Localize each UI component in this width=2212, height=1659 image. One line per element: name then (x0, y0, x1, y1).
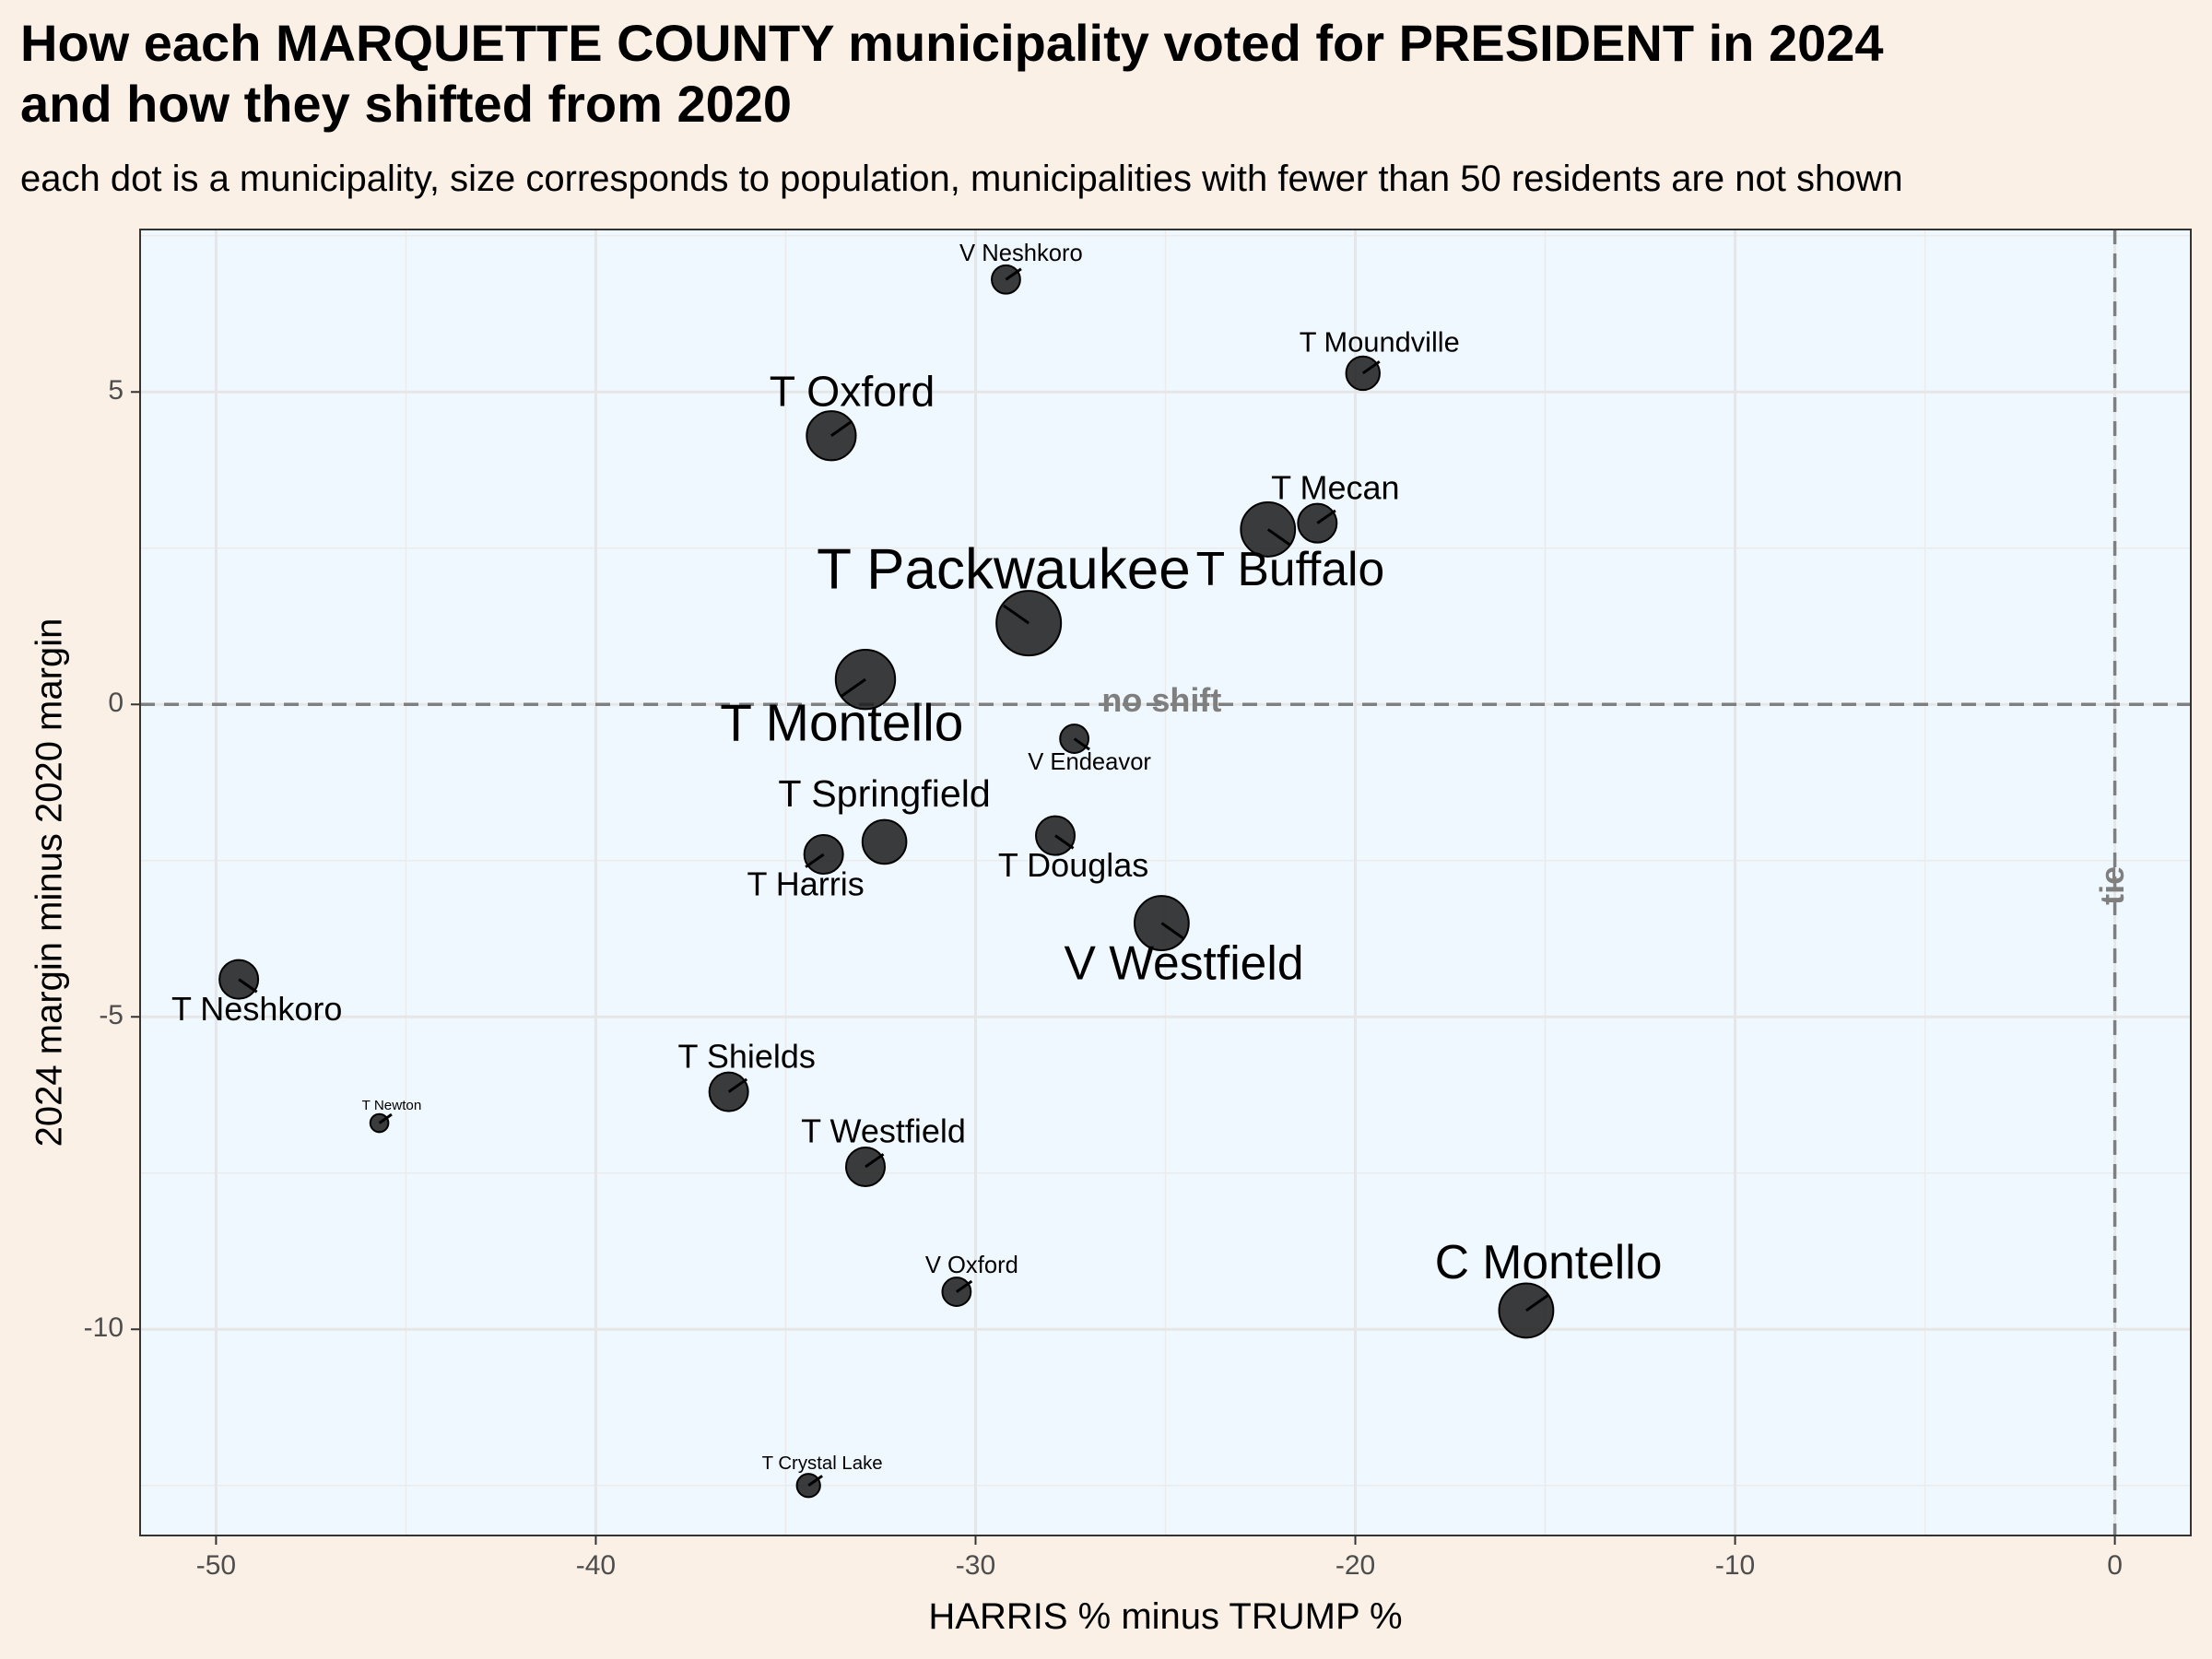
point-label: V Oxford (925, 1253, 1018, 1278)
label-leader-line (1525, 1293, 1549, 1312)
label-leader-line (1005, 267, 1022, 281)
reference-lines: no shift tie (140, 229, 2191, 1535)
plot-border (139, 229, 2192, 1536)
label-leader-line (1266, 528, 1291, 547)
point-label: T Douglas (998, 846, 1148, 884)
label-leader-line (956, 1279, 973, 1293)
point-label: T Neshkoro (171, 990, 342, 1028)
point-label: T Packwaukee (817, 537, 1191, 601)
chart-title-line-1: How each MARQUETTE COUNTY municipality v… (20, 14, 1884, 72)
point-label: V Westfield (1065, 935, 1304, 989)
y-tick-label: 0 (108, 688, 124, 718)
label-leader-line (1073, 737, 1090, 751)
x-axis-title: HARRIS % minus TRUMP % (928, 1596, 1402, 1637)
label-leader-line (1160, 922, 1185, 940)
point-label: V Neshkoro (959, 241, 1083, 266)
label-leader-line (378, 1112, 393, 1124)
x-axis: -50 -40 -30 -20 -10 0 (196, 1535, 2123, 1581)
chart-subtitle: each dot is a municipality, size corresp… (20, 159, 1903, 199)
y-tick-label: -10 (84, 1312, 124, 1343)
point-label: V Endeavor (1028, 749, 1151, 775)
label-leader-line (238, 978, 258, 994)
x-tick-label: -30 (956, 1550, 995, 1581)
x-tick-label: -20 (1335, 1550, 1375, 1581)
point-label: C Montello (1435, 1235, 1663, 1288)
data-point (861, 818, 908, 865)
point-label: T Westfield (801, 1112, 966, 1150)
tie-label: tie (2093, 866, 2131, 905)
point-label: T Mecan (1271, 468, 1399, 506)
label-leader-line (841, 677, 866, 698)
y-tick-label: -5 (99, 1000, 124, 1030)
label-leader-line (807, 1475, 823, 1487)
minor-gridlines (140, 229, 2191, 1535)
point-label: T Springfield (778, 772, 990, 815)
label-leader-line (865, 1153, 885, 1169)
y-tick-label: 5 (108, 375, 124, 406)
point-label: T Harris (747, 865, 864, 902)
point-label: T Crystal Lake (762, 1453, 883, 1474)
label-leader-line (805, 853, 825, 868)
point-label: T Shields (677, 1037, 815, 1075)
x-tick-label: 0 (2107, 1550, 2123, 1581)
point-label: T Newton (362, 1098, 422, 1113)
point-label: T Moundville (1300, 326, 1460, 359)
label-leader-line (727, 1077, 748, 1093)
label-leader-line (1361, 360, 1381, 375)
point-label: T Montello (720, 694, 963, 752)
label-leader-line (1054, 834, 1075, 850)
label-leader-line (830, 419, 853, 437)
y-axis: 5 0 -5 -10 (84, 375, 140, 1343)
y-axis-title: 2024 margin minus 2020 margin (29, 618, 70, 1147)
no-shift-label: no shift (1101, 681, 1221, 719)
x-tick-label: -50 (196, 1550, 236, 1581)
point-labels: V Neshkoro T Moundville T Oxford T Mecan T B… (171, 241, 1663, 1487)
chart-title-line-2: and how they shifted from 2020 (20, 75, 793, 133)
chart-title: How each MARQUETTE COUNTY municipality v… (20, 13, 1884, 135)
data-points (218, 264, 1555, 1499)
label-leader-line (1316, 509, 1336, 524)
x-tick-label: -10 (1715, 1550, 1755, 1581)
point-label: T Oxford (770, 368, 935, 416)
x-tick-label: -40 (576, 1550, 616, 1581)
label-leader-line (1003, 604, 1030, 625)
point-label: T Buffalo (1196, 542, 1385, 595)
